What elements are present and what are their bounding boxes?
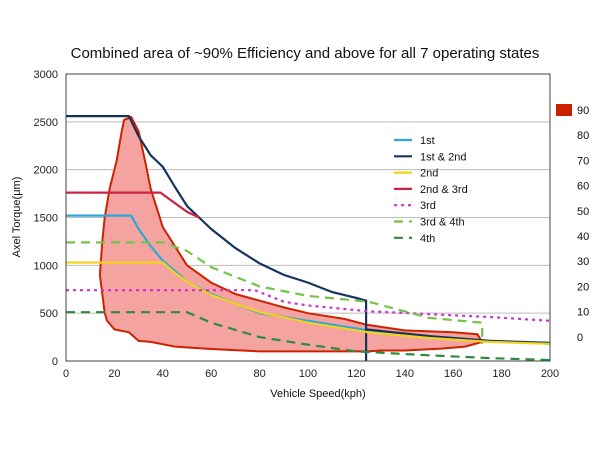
legend-label: 1st & 2nd	[420, 151, 466, 163]
x-tick-label: 180	[492, 368, 510, 380]
x-tick-label: 60	[205, 368, 217, 380]
x-tick-labels: 0 20 40 60 80 100 120 140 160 180 200	[63, 368, 559, 380]
series-line-4th	[66, 311, 551, 362]
legend-label: 2nd	[420, 168, 438, 180]
y-tick-label: 1000	[34, 260, 58, 272]
colorbar-tick-label: 0	[577, 332, 583, 344]
series-line-2nd-3rd	[66, 191, 200, 219]
series-line-1st-2nd	[66, 115, 551, 361]
colorbar-tick-label: 70	[577, 155, 589, 167]
x-tick-label: 120	[347, 368, 365, 380]
x-tick-label: 40	[157, 368, 169, 380]
colorbar-tick-label: 60	[577, 181, 589, 193]
series-layer	[66, 115, 551, 362]
legend: 1st 1st & 2nd 2nd 2nd & 3rd 3rd 3rd & 4th 4th	[394, 135, 468, 245]
x-tick-label: 160	[444, 368, 462, 380]
colorbar-swatch	[556, 104, 572, 116]
chart-title: Combined area of ~90% Efficiency and abo…	[71, 45, 540, 62]
colorbar-tick-label: 30	[577, 256, 589, 268]
legend-label: 3rd & 4th	[420, 217, 465, 229]
colorbar-tick-label: 50	[577, 206, 589, 218]
y-axis-label: Axel Torque(μm)	[11, 177, 23, 258]
y-tick-label: 1500	[34, 213, 58, 225]
series-line-3rd	[66, 289, 551, 322]
legend-label: 4th	[420, 233, 435, 245]
x-tick-label: 80	[253, 368, 265, 380]
colorbar: 90 80 70 60 50 40 30 20 10 0	[556, 104, 589, 344]
x-tick-label: 140	[396, 368, 414, 380]
legend-label: 3rd	[420, 200, 436, 212]
colorbar-tick-label: 80	[577, 130, 589, 142]
y-tick-label: 500	[40, 308, 58, 320]
y-tick-label: 0	[52, 356, 58, 368]
y-tick-labels: 0 500 1000 1500 2000 2500 3000	[34, 69, 58, 368]
series-line-2nd	[66, 261, 551, 345]
x-tick-label: 200	[541, 368, 559, 380]
y-tick-label: 2500	[34, 117, 58, 129]
x-tick-label: 0	[63, 368, 69, 380]
x-axis-label: Vehicle Speed(kph)	[270, 388, 365, 400]
colorbar-tick-label: 40	[577, 231, 589, 243]
legend-label: 1st	[420, 135, 435, 147]
y-tick-label: 2000	[34, 165, 58, 177]
series-line-3rd-4th	[66, 241, 484, 344]
colorbar-tick-label: 20	[577, 281, 589, 293]
colorbar-tick-label: 10	[577, 307, 589, 319]
colorbar-tick-label: 90	[577, 105, 589, 117]
x-tick-label: 20	[108, 368, 120, 380]
x-tick-label: 100	[299, 368, 317, 380]
axes	[65, 73, 551, 362]
plot-frame	[65, 73, 551, 362]
legend-label: 2nd & 3rd	[420, 184, 468, 196]
y-tick-label: 3000	[34, 69, 58, 81]
